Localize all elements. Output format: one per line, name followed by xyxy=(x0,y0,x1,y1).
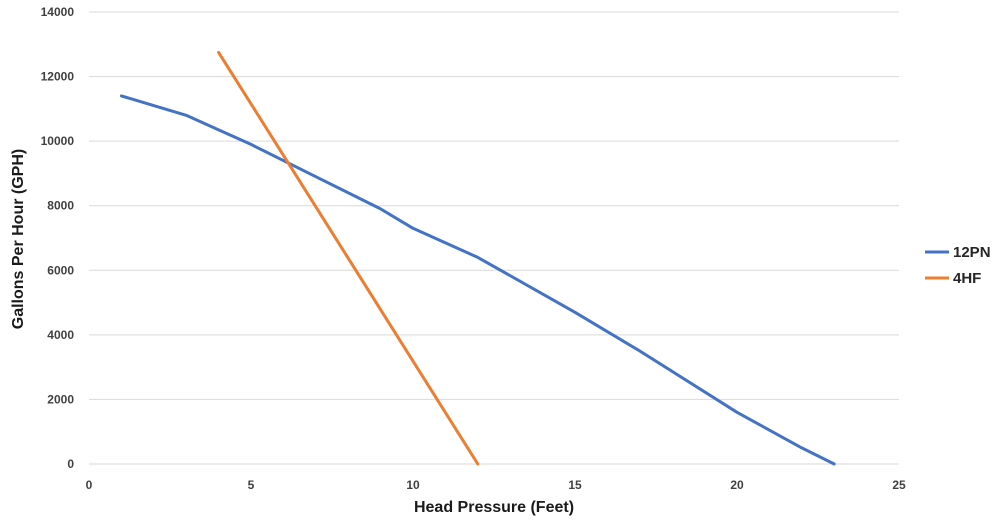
y-tick-label: 10000 xyxy=(41,134,75,148)
series-line-12pn xyxy=(119,94,836,466)
x-tick-label: 25 xyxy=(892,478,906,492)
x-axis-title: Head Pressure (Feet) xyxy=(414,499,574,516)
y-tick-label: 2000 xyxy=(47,392,74,406)
y-tick-label: 4000 xyxy=(47,328,74,342)
y-tick-label: 0 xyxy=(67,457,74,471)
legend-label-4hf: 4HF xyxy=(953,270,981,287)
x-axis-ticks: 0 5 10 15 20 25 xyxy=(86,478,906,492)
x-tick-label: 5 xyxy=(248,478,255,492)
legend-label-12pn: 12PN xyxy=(953,244,991,261)
y-tick-label: 14000 xyxy=(41,5,75,19)
y-tick-label: 8000 xyxy=(47,199,74,213)
x-tick-label: 20 xyxy=(730,478,744,492)
x-tick-label: 10 xyxy=(406,478,420,492)
series-layer xyxy=(119,50,836,466)
y-tick-label: 6000 xyxy=(47,263,74,277)
y-tick-label: 12000 xyxy=(41,70,75,84)
y-axis-title: Gallons Per Hour (GPH) xyxy=(10,149,27,329)
x-tick-label: 15 xyxy=(568,478,582,492)
y-axis-ticks: 0 2000 4000 6000 8000 10000 12000 14000 xyxy=(41,5,75,471)
grid-lines xyxy=(89,11,899,465)
x-tick-label: 0 xyxy=(86,478,93,492)
legend: 12PN 4HF xyxy=(925,244,991,287)
series-line-4hf xyxy=(217,50,480,466)
